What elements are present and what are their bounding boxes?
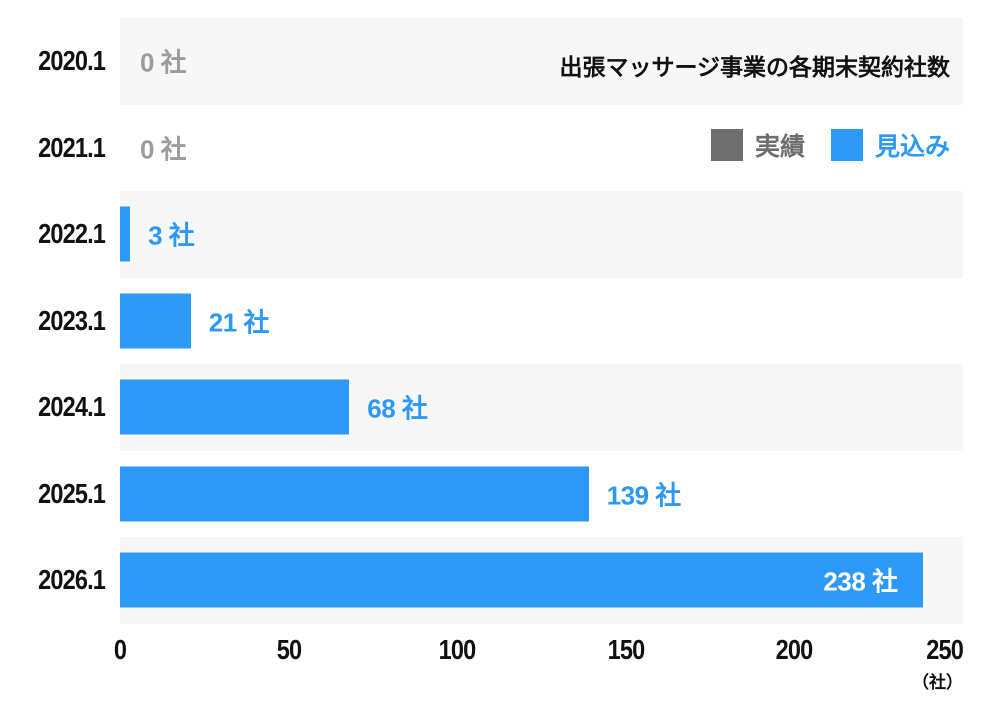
chart-row: 2021.1 0 社 xyxy=(0,104,963,191)
bar xyxy=(120,206,131,262)
chart-row: 2024.1 68 社 xyxy=(0,364,963,451)
value-label: 3 社 xyxy=(148,220,195,251)
chart-row: 2022.1 3 社 xyxy=(0,191,963,278)
bar xyxy=(120,552,923,608)
legend-label-forecast: 見込み xyxy=(874,133,950,161)
category-label: 2023.1 xyxy=(38,304,106,336)
x-tick-label: 250 xyxy=(926,634,964,665)
bar xyxy=(120,293,191,349)
x-axis-unit: （社） xyxy=(912,673,963,692)
row-track: 0 社 xyxy=(120,104,963,191)
row-track: 21 社 xyxy=(120,277,963,364)
value-label: 0 社 xyxy=(140,134,187,165)
chart-row: 2025.1 139 社 xyxy=(0,450,963,537)
bar xyxy=(120,466,589,522)
category-label: 2021.1 xyxy=(38,131,106,163)
chart-title: 出張マッサージ事業の各期末契約社数 xyxy=(559,54,950,80)
category-label: 2020.1 xyxy=(38,45,106,77)
legend: 実績 見込み xyxy=(710,128,950,162)
legend-label-actual: 実績 xyxy=(754,133,805,161)
value-label: 238 社 xyxy=(823,566,898,597)
x-tick-label: 200 xyxy=(776,634,814,665)
bar xyxy=(120,379,350,435)
category-label: 2022.1 xyxy=(38,218,106,250)
x-tick-label: 0 xyxy=(113,634,127,665)
value-label: 0 社 xyxy=(140,47,187,78)
value-label: 68 社 xyxy=(367,393,428,424)
category-label: 2026.1 xyxy=(38,564,106,596)
chart-row: 2026.1 238 社 xyxy=(0,537,963,624)
plot-area: 2020.1 0 社 2021.1 0 社 2022.1 3 社 2023.1 21 社 202… xyxy=(0,18,963,624)
chart-row: 2020.1 0 社 xyxy=(0,18,963,105)
value-label: 139 社 xyxy=(606,480,682,511)
legend-swatch-actual xyxy=(710,129,743,161)
x-tick-label: 150 xyxy=(607,634,645,665)
chart-row: 2023.1 21 社 xyxy=(0,277,963,364)
x-tick-label: 50 xyxy=(276,634,301,665)
row-track: 238 社 xyxy=(120,537,963,624)
row-track: 3 社 xyxy=(120,191,963,278)
value-label: 21 社 xyxy=(208,307,270,338)
legend-swatch-forecast xyxy=(830,129,863,161)
category-label: 2024.1 xyxy=(38,391,106,423)
x-axis: 0 50 100 150 200 250 xyxy=(114,634,964,668)
row-track: 68 社 xyxy=(120,364,963,451)
x-tick-label: 100 xyxy=(438,634,477,665)
row-track: 139 社 xyxy=(120,450,963,537)
category-label: 2025.1 xyxy=(38,477,106,509)
row-track: 0 社 xyxy=(120,18,963,105)
